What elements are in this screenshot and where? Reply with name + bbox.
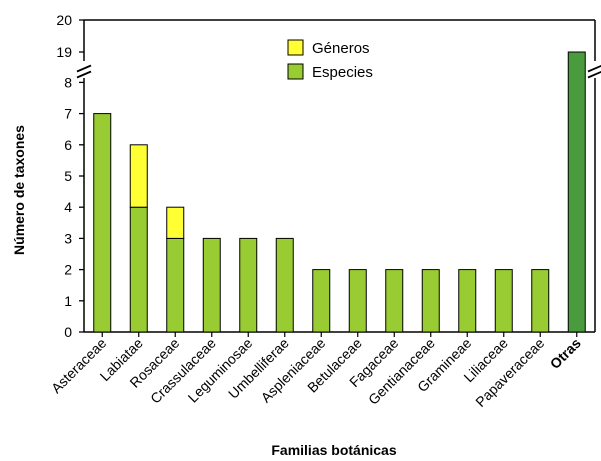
bar-especies [93, 113, 112, 333]
y-tick-label: 8 [64, 74, 72, 90]
y-tick-label: 4 [64, 199, 72, 215]
bar-especies [385, 269, 404, 333]
axis-break-left [76, 64, 92, 79]
legend: Géneros Especies [287, 39, 373, 81]
x-axis-title: Familias botánicas [271, 442, 396, 458]
y-tick-label: 7 [64, 106, 72, 122]
bar-especies [202, 237, 221, 333]
legend-swatch [287, 63, 304, 80]
bar-generos [129, 144, 148, 208]
bar-especies [312, 269, 331, 333]
bar-especies [531, 269, 550, 333]
x-tick-label: Otras [547, 335, 584, 372]
y-axis-title: Número de taxones [11, 125, 27, 255]
x-tick-label: Asteraceae [48, 335, 110, 397]
bar-especies [129, 206, 148, 333]
legend-swatch [287, 39, 304, 56]
bar-especies [239, 237, 258, 333]
legend-label: Especies [312, 64, 373, 81]
y-tick-label: 5 [64, 168, 72, 184]
bar-especies [458, 269, 477, 333]
y-tick-label: 2 [64, 262, 72, 278]
y-tick-label: 1 [64, 293, 72, 309]
bar-especies [494, 269, 513, 333]
bar-especies [567, 51, 586, 333]
y-tick-label: 0 [64, 324, 72, 340]
legend-label: Géneros [312, 40, 370, 57]
bar-generos [166, 206, 185, 239]
y-tick-label: 3 [64, 230, 72, 246]
bar-especies [275, 237, 294, 333]
bar-especies [348, 269, 367, 333]
y-tick-label: 20 [56, 12, 72, 28]
axis-break-right [587, 64, 601, 79]
bar-especies [166, 237, 185, 333]
y-tick-label: 19 [56, 44, 72, 60]
y-tick-label: 6 [64, 137, 72, 153]
bar-especies [421, 269, 440, 333]
